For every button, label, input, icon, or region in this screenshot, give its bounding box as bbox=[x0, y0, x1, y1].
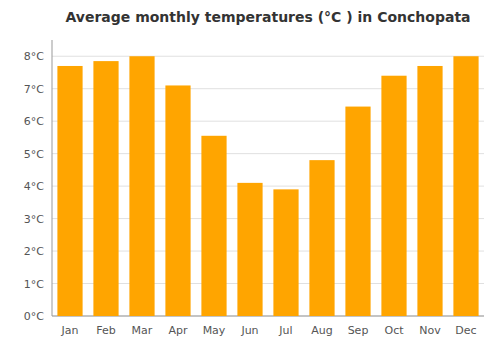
x-axis: Jan Feb Mar Apr May Jun Jul Aug Sep Oct Nov Dec bbox=[61, 324, 477, 337]
x-tick-label: Jul bbox=[278, 324, 292, 337]
grid-line bbox=[52, 56, 484, 57]
x-tick-label: Aug bbox=[311, 324, 332, 337]
chart-container: Average monthly temperatures (°C ) in Co… bbox=[0, 0, 500, 350]
y-tick-label: 1°C bbox=[24, 278, 44, 291]
bars bbox=[57, 56, 478, 316]
page: {"chart_data": {"type": "bar", "title": … bbox=[0, 0, 500, 350]
x-tick-label: Mar bbox=[132, 324, 153, 337]
bar bbox=[237, 183, 262, 316]
y-tick-label: 0°C bbox=[24, 310, 44, 323]
bar bbox=[57, 66, 82, 316]
y-tick-label: 4°C bbox=[24, 180, 44, 193]
bar bbox=[273, 189, 298, 316]
bar bbox=[129, 56, 154, 316]
bar bbox=[93, 61, 118, 316]
x-tick-label: Sep bbox=[348, 324, 369, 337]
y-tick-label: 6°C bbox=[24, 115, 44, 128]
bar bbox=[165, 85, 190, 316]
x-tick-label: May bbox=[203, 324, 226, 337]
x-tick-label: Jan bbox=[61, 324, 79, 337]
x-tick-label: Oct bbox=[384, 324, 404, 337]
y-tick-label: 2°C bbox=[24, 245, 44, 258]
bar bbox=[417, 66, 442, 316]
y-axis-line bbox=[52, 40, 53, 316]
x-tick-label: Jun bbox=[240, 324, 258, 337]
title: Average monthly temperatures (°C ) in Co… bbox=[65, 9, 470, 25]
x-tick-label: Apr bbox=[168, 324, 188, 337]
y-tick-label: 5°C bbox=[24, 148, 44, 161]
x-tick-label: Dec bbox=[455, 324, 476, 337]
bar bbox=[381, 76, 406, 316]
bar bbox=[453, 56, 478, 316]
y-tick-label: 7°C bbox=[24, 83, 44, 96]
y-tick-label: 3°C bbox=[24, 213, 44, 226]
x-tick-label: Nov bbox=[419, 324, 441, 337]
bar bbox=[345, 107, 370, 316]
x-tick-label: Feb bbox=[96, 324, 115, 337]
grid bbox=[52, 56, 484, 316]
y-axis: 0°C 1°C 2°C 3°C 4°C 5°C 6°C 7°C 8°C bbox=[24, 40, 484, 323]
y-tick-label: 8°C bbox=[24, 50, 44, 63]
chart-svg: Average monthly temperatures (°C ) in Co… bbox=[0, 0, 500, 350]
bar bbox=[201, 136, 226, 316]
bar bbox=[309, 160, 334, 316]
